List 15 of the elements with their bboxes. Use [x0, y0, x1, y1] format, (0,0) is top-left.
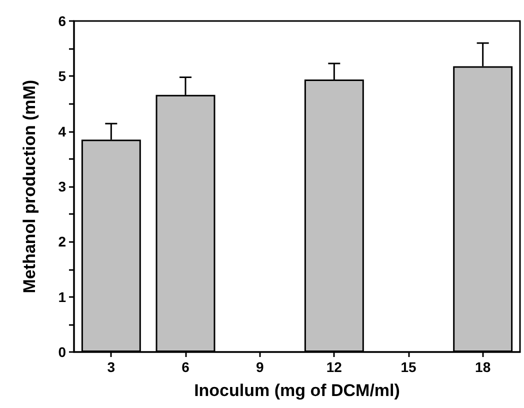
- y-tick-label: 2: [58, 234, 66, 250]
- y-tick-label: 0: [58, 344, 66, 360]
- y-axis-title: Methanol production (mM): [20, 80, 39, 294]
- x-tick-label: 15: [400, 359, 416, 375]
- x-tick-label: 3: [107, 359, 116, 375]
- x-tick-label: 12: [326, 359, 342, 375]
- x-tick-label: 18: [475, 359, 491, 375]
- y-tick-label: 1: [58, 288, 66, 305]
- y-tick-label: 3: [58, 178, 66, 194]
- y-tick-label: 6: [58, 13, 66, 29]
- x-axis-title: Inoculum (mg of DCM/ml): [194, 381, 400, 400]
- x-tick-label: 6: [182, 359, 190, 375]
- y-tick-label: 4: [58, 123, 66, 140]
- y-tick-label: 5: [58, 68, 66, 84]
- x-tick-label: 9: [256, 359, 264, 375]
